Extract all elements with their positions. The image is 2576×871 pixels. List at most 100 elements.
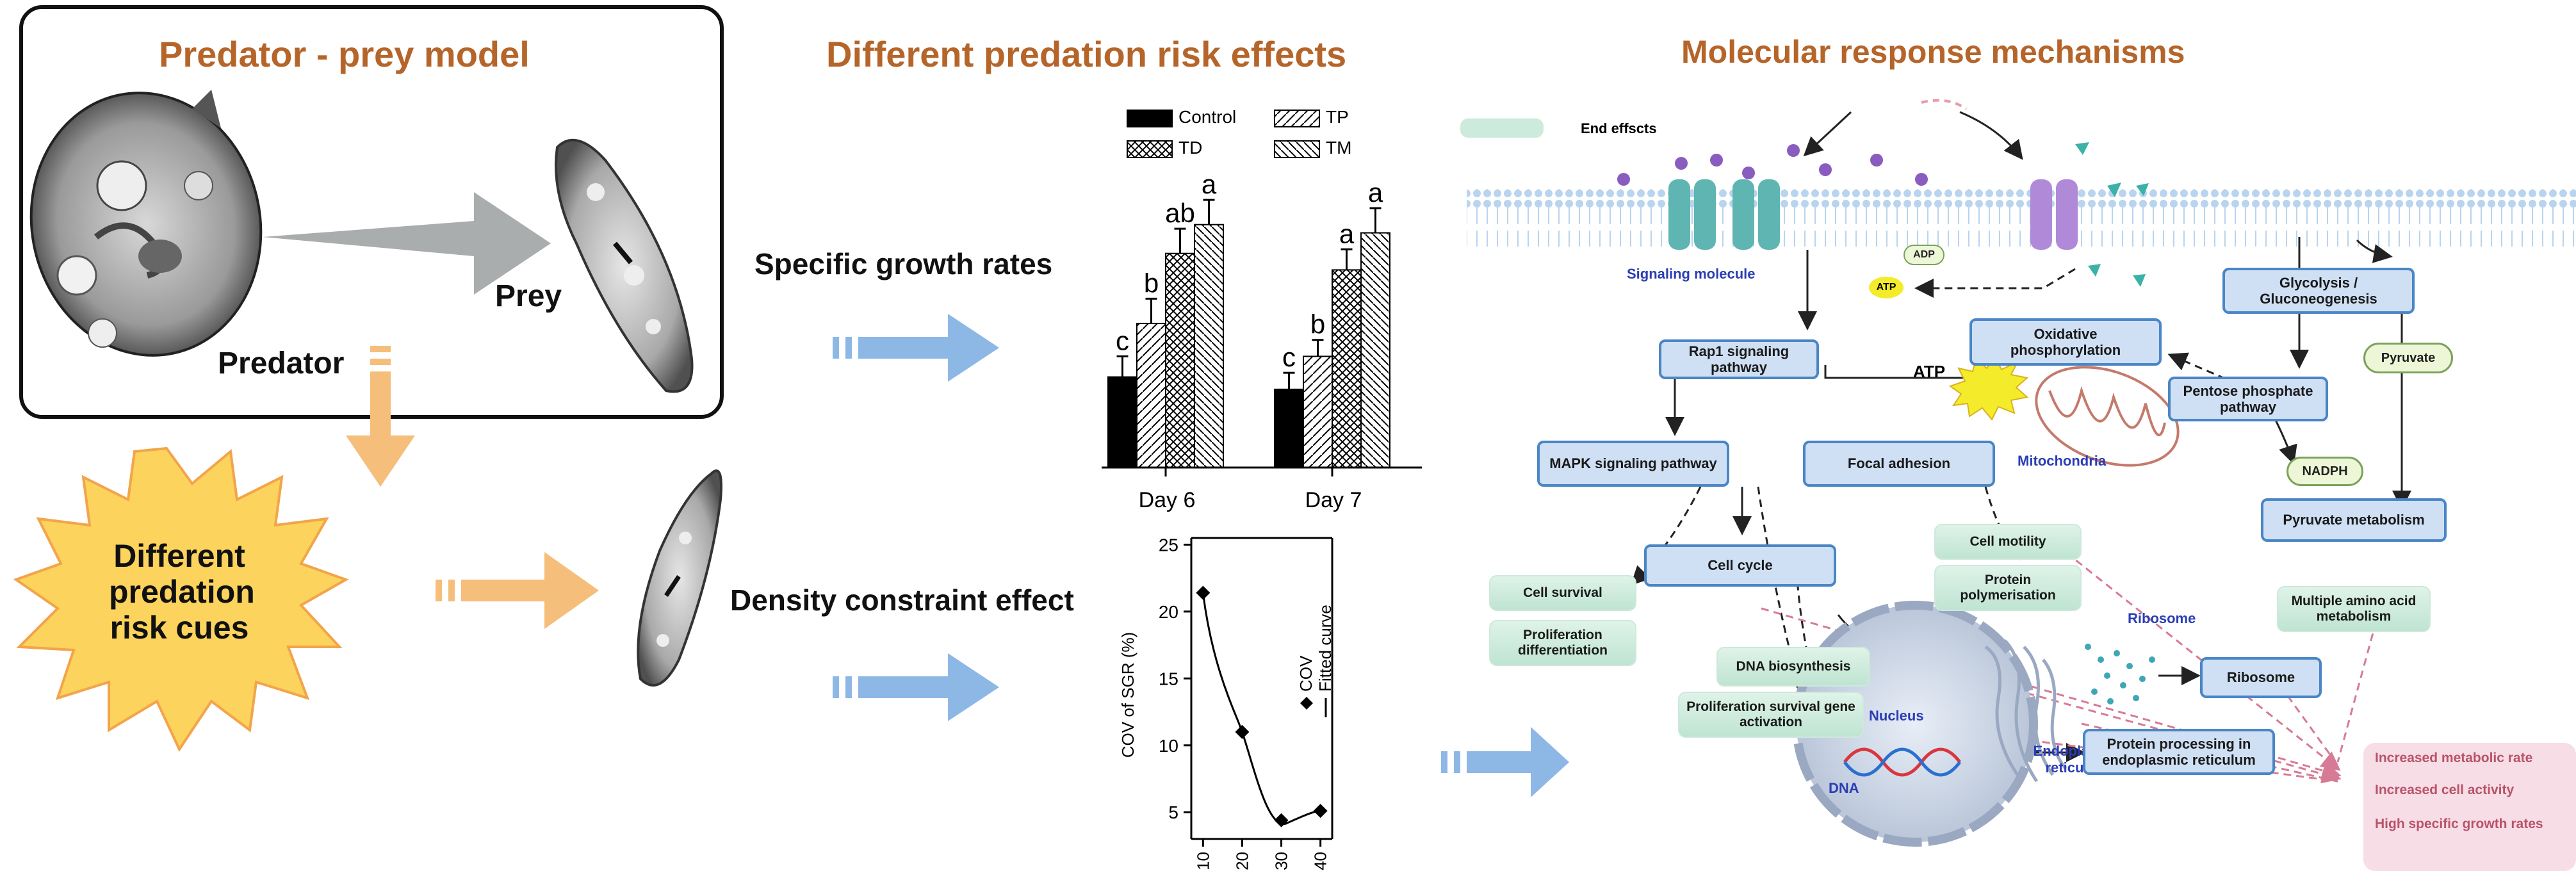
dna-biosynthesis-box: DNA biosynthesis bbox=[1716, 647, 1870, 687]
prey-label: Prey bbox=[495, 279, 562, 313]
signaling-molecule-label: Signaling molecule bbox=[1627, 266, 1756, 282]
focal-adhesion-box: Focal adhesion bbox=[1803, 441, 1995, 487]
cov-point-3 bbox=[1313, 804, 1328, 818]
legend-swatch-tp bbox=[1274, 110, 1320, 127]
predator-label: Predator bbox=[218, 346, 345, 380]
pentose-box: Pentose phosphate pathway bbox=[2168, 377, 2328, 421]
panel1-title: Predator - prey model bbox=[159, 34, 530, 74]
oxphos-box: Oxidative phosphorylation bbox=[1969, 318, 2162, 366]
rap1-box: Rap1 signaling pathway bbox=[1659, 339, 1819, 379]
bar-tp-0 bbox=[1136, 323, 1166, 468]
nadph-pill: NADPH bbox=[2287, 457, 2363, 486]
x-tick-label-0: Day 6 bbox=[1139, 488, 1196, 512]
sgr-label: Specific growth rates bbox=[754, 247, 1053, 281]
sig-letter: a bbox=[1202, 169, 1217, 199]
pyruvate-pill: Pyruvate bbox=[2363, 343, 2453, 373]
blue-arrow-1 bbox=[833, 314, 999, 382]
prolif-diff-box: Proliferation differentiation bbox=[1489, 620, 1636, 666]
orange-down-arrow bbox=[346, 346, 415, 487]
risk-cues-starburst bbox=[13, 446, 349, 753]
ribosome-box: Ribosome bbox=[2200, 657, 2322, 698]
nucleus-label: Nucleus bbox=[1869, 708, 1924, 724]
result-1: Increased metabolic rate bbox=[2375, 751, 2533, 765]
cov-scatter-chart: COV of SGR (%) 5 10 15 20 25 10 20 30 40 COV Fitt… bbox=[1118, 535, 1335, 870]
glycolysis-box: Glycolysis / Gluconeogenesis bbox=[2222, 268, 2415, 314]
sig-letter: c bbox=[1282, 342, 1296, 372]
panel1-graphics bbox=[13, 90, 722, 753]
mitochondria-shape bbox=[2035, 366, 2180, 467]
sig-letter: a bbox=[1368, 177, 1383, 208]
end-effects-swatch bbox=[1460, 118, 1544, 138]
legend-swatch-tm bbox=[1274, 140, 1320, 158]
atp-big-label: ATP bbox=[1913, 362, 1946, 381]
bar-control-0 bbox=[1107, 376, 1137, 469]
panel2-title: Different predation risk effects bbox=[826, 34, 1347, 74]
end-effects-label: End effscts bbox=[1581, 120, 1657, 136]
protein-processing-box: Protein processing in endoplasmic reticu… bbox=[2083, 729, 2275, 775]
cov-fitted-curve bbox=[1202, 592, 1321, 825]
sig-letter: b bbox=[1144, 268, 1159, 298]
legend-label-tp: TP bbox=[1326, 107, 1349, 127]
cov-point-0 bbox=[1196, 585, 1211, 600]
x-tick-label: 40 bbox=[1311, 852, 1330, 870]
y-tick-label: 25 bbox=[1159, 535, 1178, 555]
y-tick-label: 15 bbox=[1159, 669, 1178, 688]
bar-td-0 bbox=[1165, 252, 1195, 468]
result-3: High specific growth rates bbox=[2375, 817, 2543, 831]
cell-survival-box: Cell survival bbox=[1489, 575, 1636, 611]
legend-swatch-control bbox=[1127, 110, 1173, 127]
risk-cues-label: Different predation risk cues bbox=[109, 538, 255, 646]
prey-cell-image-2 bbox=[637, 469, 722, 687]
legend-label-fitted: Fitted curve bbox=[1316, 605, 1335, 692]
y-tick-label: 10 bbox=[1159, 736, 1178, 756]
legend-swatch-td bbox=[1127, 140, 1173, 158]
pyruvate-metabolism-box: Pyruvate metabolism bbox=[2261, 498, 2447, 542]
x-tick-label: 20 bbox=[1232, 852, 1251, 870]
predator-cell-image bbox=[29, 90, 263, 357]
x-tick-label: 10 bbox=[1193, 852, 1212, 870]
cell-membrane bbox=[1467, 189, 2576, 247]
dna-helix bbox=[1843, 747, 1961, 777]
prey-cell-image bbox=[555, 138, 694, 393]
endoplasmic-reticulum-shape bbox=[1984, 639, 2067, 783]
legend-label-td: TD bbox=[1178, 138, 1202, 158]
bar-tm-0 bbox=[1194, 224, 1224, 468]
cov-y-axis-label: COV of SGR (%) bbox=[1118, 632, 1137, 758]
blue-arrow-3 bbox=[1441, 727, 1569, 797]
bar-tm-1 bbox=[1360, 232, 1390, 468]
mapk-box: MAPK signaling pathway bbox=[1537, 441, 1729, 487]
y-tick-label: 20 bbox=[1159, 602, 1178, 622]
result-2: Increased cell activity bbox=[2375, 783, 2515, 797]
teal-triangles bbox=[2075, 142, 2149, 287]
cov-point-2 bbox=[1274, 813, 1289, 827]
ribosome-label: Ribosome bbox=[2128, 610, 2196, 626]
orange-right-arrow bbox=[436, 552, 599, 629]
density-label: Density constraint effect bbox=[730, 583, 1074, 617]
blue-arrow-2 bbox=[833, 653, 999, 721]
mitochondria-label: Mitochondria bbox=[2018, 453, 2107, 469]
sig-letter: a bbox=[1339, 218, 1355, 248]
atp-burst-big bbox=[1948, 355, 2029, 421]
cell-cycle-box: Cell cycle bbox=[1644, 544, 1836, 587]
receptor-channels bbox=[1668, 179, 2078, 250]
protein-poly-box: Protein polymerisation bbox=[1934, 565, 2082, 611]
legend-label-tm: TM bbox=[1326, 138, 1351, 158]
sig-letter: c bbox=[1116, 325, 1129, 355]
cov-point-1 bbox=[1235, 724, 1250, 739]
panel3-title: Molecular response mechanisms bbox=[1681, 34, 2185, 70]
ribosome-dots bbox=[2085, 644, 2155, 704]
bar-td-1 bbox=[1332, 269, 1362, 468]
x-tick-label-1: Day 7 bbox=[1305, 488, 1362, 512]
x-tick-label: 30 bbox=[1272, 852, 1291, 870]
legend-marker-cov bbox=[1300, 697, 1313, 710]
dna-label: DNA bbox=[1829, 780, 1859, 796]
prolif-gene-box: Proliferation survival gene activation bbox=[1678, 692, 1864, 738]
signaling-molecule-dots bbox=[1617, 144, 1928, 186]
legend-label-control: Control bbox=[1178, 107, 1236, 127]
adp-label: ADP bbox=[1903, 245, 1944, 265]
results-box-bg bbox=[2363, 743, 2576, 871]
legend-label-cov: COV bbox=[1296, 655, 1316, 692]
amino-acid-box: Multiple amino acid metabolism bbox=[2277, 586, 2431, 632]
sig-letter: b bbox=[1310, 309, 1325, 339]
